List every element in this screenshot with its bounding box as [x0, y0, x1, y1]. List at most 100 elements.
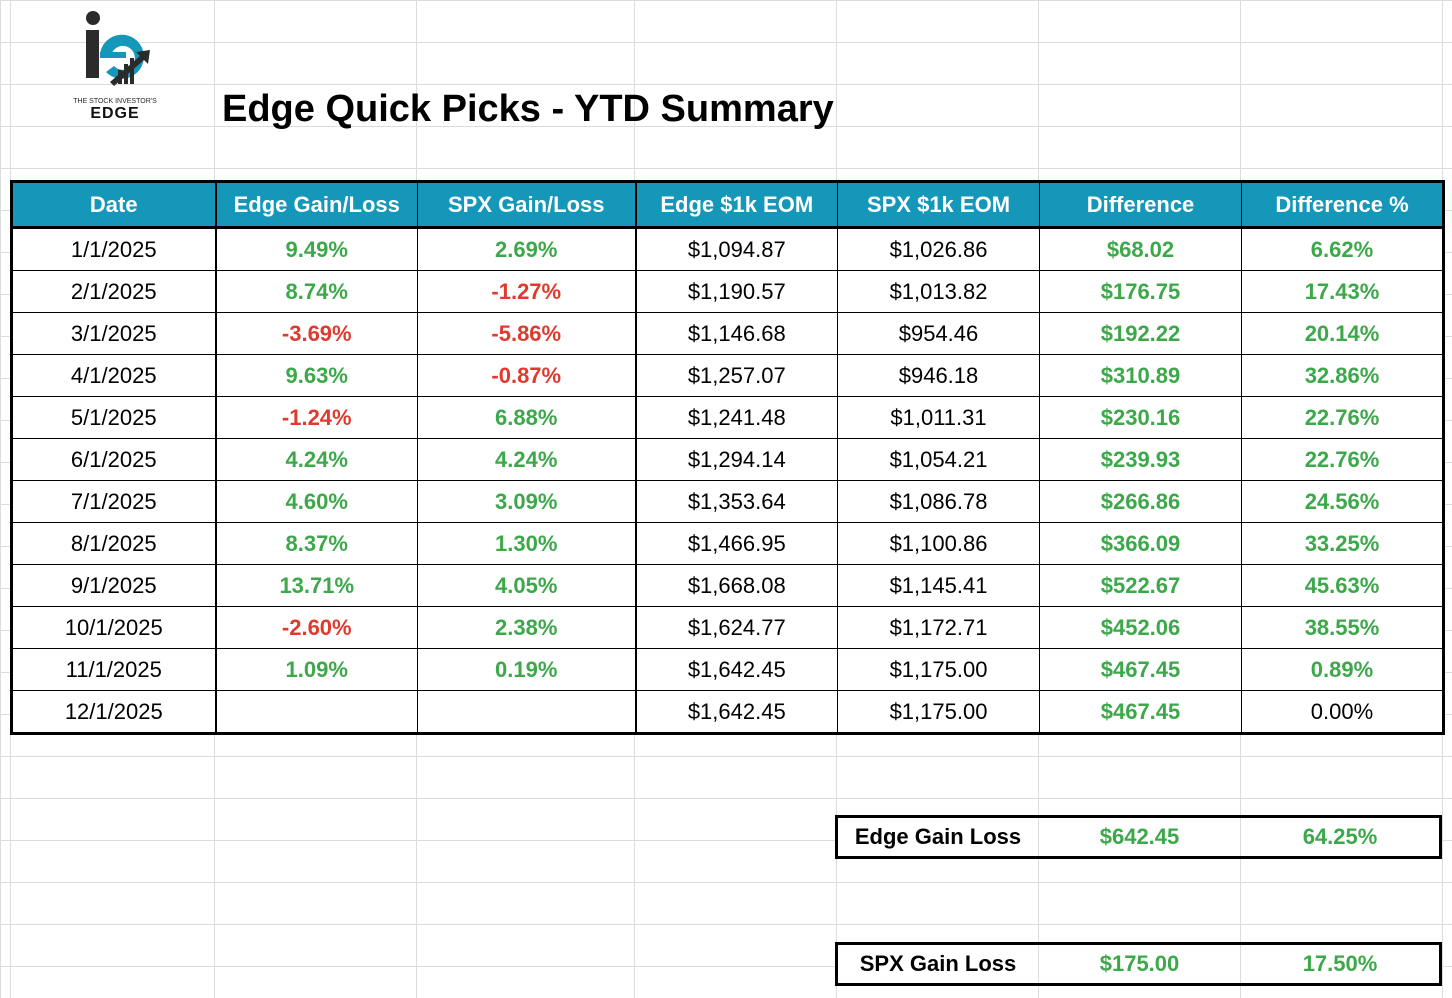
table-cell[interactable]: 4.05% [417, 564, 637, 607]
table-cell[interactable]: $1,054.21 [837, 438, 1040, 481]
table-cell[interactable]: $68.02 [1039, 227, 1242, 271]
table-cell[interactable]: $954.46 [837, 312, 1040, 355]
table-cell[interactable]: -1.27% [417, 270, 637, 313]
summary-amount[interactable]: $642.45 [1038, 816, 1241, 858]
summary-percent[interactable]: 64.25% [1302, 824, 1378, 849]
table-cell[interactable]: 8.74% [215, 270, 418, 313]
table-cell[interactable]: $1,175.00 [837, 648, 1040, 691]
table-cell[interactable]: $1,011.31 [837, 396, 1040, 439]
table-cell[interactable]: 32.86% [1241, 354, 1444, 397]
table-cell[interactable]: 9/1/2025 [11, 564, 217, 607]
table-cell[interactable]: $230.16 [1039, 396, 1242, 439]
column-header[interactable]: SPX Gain/Loss [417, 181, 637, 229]
table-cell[interactable]: 2.38% [417, 606, 637, 649]
table-cell[interactable]: $1,294.14 [635, 438, 838, 481]
table-cell[interactable]: -0.87% [417, 354, 637, 397]
table-cell[interactable]: $522.67 [1039, 564, 1242, 607]
table-cell[interactable]: 9.49% [215, 227, 418, 271]
table-cell[interactable]: -1.24% [215, 396, 418, 439]
table-cell[interactable]: 6.62% [1241, 227, 1444, 271]
table-cell[interactable]: 1.30% [417, 522, 637, 565]
table-cell[interactable]: 8.37% [215, 522, 418, 565]
summary-percent[interactable]: 17.50% [1302, 951, 1378, 976]
table-cell[interactable]: $1,241.48 [635, 396, 838, 439]
table-cell[interactable]: $1,146.68 [635, 312, 838, 355]
table-cell[interactable]: 6.88% [417, 396, 637, 439]
table-row: 8/1/2025 8.37% 1.30% $1,466.95 $1,100.86 $366… [11, 522, 1444, 565]
table-cell[interactable]: $1,100.86 [837, 522, 1040, 565]
table-cell[interactable]: 38.55% [1241, 606, 1444, 649]
table-cell[interactable]: $239.93 [1039, 438, 1242, 481]
column-header[interactable]: Date [11, 181, 217, 229]
table-cell[interactable]: $1,145.41 [837, 564, 1040, 607]
table-cell[interactable]: 1/1/2025 [11, 227, 217, 271]
table-cell[interactable]: 4/1/2025 [11, 354, 217, 397]
table-cell[interactable]: 7/1/2025 [11, 480, 217, 523]
column-header[interactable]: Edge $1k EOM [635, 181, 838, 229]
table-row: 10/1/2025 -2.60% 2.38% $1,624.77 $1,172.71 $4… [11, 606, 1444, 649]
table-cell[interactable]: $467.45 [1039, 690, 1242, 734]
table-cell[interactable]: 13.71% [215, 564, 418, 607]
table-cell[interactable]: $1,642.45 [635, 648, 838, 691]
table-cell[interactable]: 33.25% [1241, 522, 1444, 565]
table-cell[interactable]: $366.09 [1039, 522, 1242, 565]
table-cell[interactable]: $1,257.07 [635, 354, 838, 397]
table-cell[interactable]: 3.09% [417, 480, 637, 523]
table-cell[interactable]: $1,353.64 [635, 480, 838, 523]
column-header[interactable]: Difference [1039, 181, 1242, 229]
table-cell[interactable]: 17.43% [1241, 270, 1444, 313]
column-header[interactable]: Edge Gain/Loss [215, 181, 418, 229]
table-cell[interactable]: $1,466.95 [635, 522, 838, 565]
table-cell[interactable]: $1,094.87 [635, 227, 838, 271]
table-cell[interactable]: $1,172.71 [837, 606, 1040, 649]
table-cell[interactable]: 4.60% [215, 480, 418, 523]
table-cell[interactable]: 20.14% [1241, 312, 1444, 355]
table-cell[interactable] [417, 690, 637, 734]
table-cell[interactable]: 2/1/2025 [11, 270, 217, 313]
summary-label[interactable]: Edge Gain Loss [836, 816, 1039, 858]
table-cell[interactable]: $1,086.78 [837, 480, 1040, 523]
table-cell[interactable]: $266.86 [1039, 480, 1242, 523]
column-header[interactable]: SPX $1k EOM [837, 181, 1040, 229]
table-cell[interactable]: 9.63% [215, 354, 418, 397]
logo-tagline: THE STOCK INVESTOR'S [73, 98, 157, 105]
table-cell[interactable]: 22.76% [1241, 396, 1444, 439]
table-cell[interactable]: 1.09% [215, 648, 418, 691]
table-cell[interactable]: $1,175.00 [837, 690, 1040, 734]
table-cell[interactable]: $1,013.82 [837, 270, 1040, 313]
table-cell[interactable]: $1,190.57 [635, 270, 838, 313]
table-cell[interactable]: $1,624.77 [635, 606, 838, 649]
table-cell[interactable]: 0.19% [417, 648, 637, 691]
table-cell[interactable] [215, 690, 418, 734]
table-cell[interactable]: $1,642.45 [635, 690, 838, 734]
table-cell[interactable]: $1,026.86 [837, 227, 1040, 271]
table-cell[interactable]: 12/1/2025 [11, 690, 217, 734]
table-cell[interactable]: 4.24% [215, 438, 418, 481]
table-cell[interactable]: 0.00% [1241, 690, 1444, 734]
table-cell[interactable]: -2.60% [215, 606, 418, 649]
table-cell[interactable]: 45.63% [1241, 564, 1444, 607]
table-cell[interactable]: 10/1/2025 [11, 606, 217, 649]
summary-amount[interactable]: $175.00 [1038, 943, 1241, 985]
table-cell[interactable]: 5/1/2025 [11, 396, 217, 439]
table-cell[interactable]: 24.56% [1241, 480, 1444, 523]
table-cell[interactable]: 6/1/2025 [11, 438, 217, 481]
table-cell[interactable]: 4.24% [417, 438, 637, 481]
table-cell[interactable]: 8/1/2025 [11, 522, 217, 565]
table-cell[interactable]: 22.76% [1241, 438, 1444, 481]
table-cell[interactable]: $1,668.08 [635, 564, 838, 607]
summary-label[interactable]: SPX Gain Loss [836, 943, 1039, 985]
table-cell[interactable]: $192.22 [1039, 312, 1242, 355]
table-cell[interactable]: $946.18 [837, 354, 1040, 397]
table-cell[interactable]: 2.69% [417, 227, 637, 271]
table-cell[interactable]: -3.69% [215, 312, 418, 355]
table-cell[interactable]: $452.06 [1039, 606, 1242, 649]
column-header[interactable]: Difference % [1241, 181, 1444, 229]
table-cell[interactable]: 3/1/2025 [11, 312, 217, 355]
table-cell[interactable]: $176.75 [1039, 270, 1242, 313]
table-cell[interactable]: -5.86% [417, 312, 637, 355]
table-cell[interactable]: 11/1/2025 [11, 648, 217, 691]
table-cell[interactable]: $310.89 [1039, 354, 1242, 397]
table-cell[interactable]: 0.89% [1241, 648, 1444, 691]
table-cell[interactable]: $467.45 [1039, 648, 1242, 691]
